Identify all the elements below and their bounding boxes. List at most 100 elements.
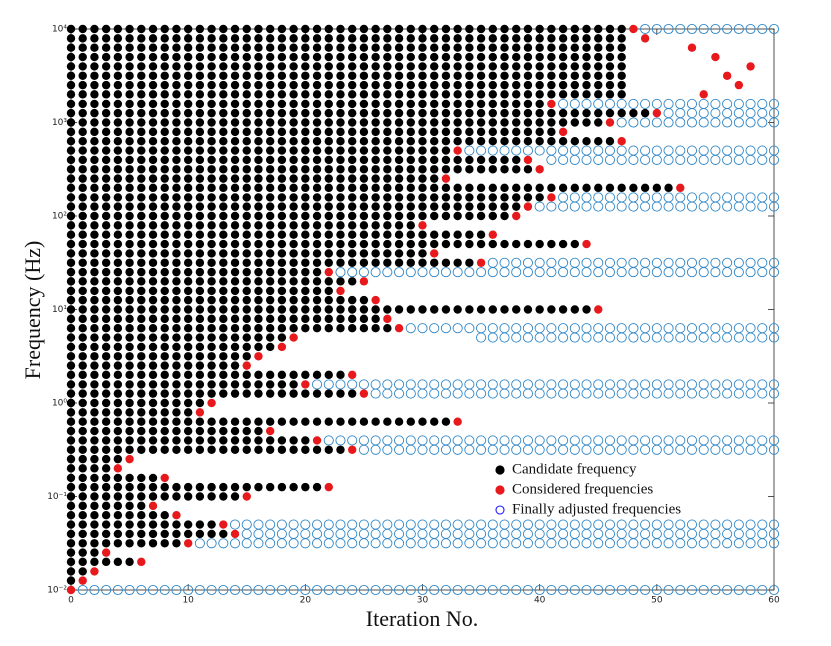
data-point — [172, 71, 181, 80]
data-point — [359, 193, 369, 202]
data-point — [301, 380, 310, 389]
data-point — [90, 464, 99, 473]
x-tick-label: 10 — [182, 596, 194, 606]
data-point — [336, 202, 345, 211]
data-point — [464, 145, 475, 156]
data-point — [500, 193, 509, 202]
data-point — [90, 277, 99, 286]
data-point — [394, 323, 404, 333]
data-point — [418, 230, 427, 239]
y-tick-label: 10⁻² — [47, 586, 67, 596]
legend-label: Considered frequencies — [512, 481, 653, 497]
data-point — [195, 221, 205, 230]
data-point — [101, 323, 111, 333]
data-point — [312, 267, 322, 277]
data-point — [663, 379, 674, 390]
data-point — [499, 145, 510, 156]
data-point — [265, 71, 275, 80]
data-point — [183, 211, 193, 221]
data-point — [558, 108, 568, 118]
data-point — [348, 249, 357, 258]
data-point — [183, 267, 193, 277]
data-point — [594, 118, 603, 127]
data-point — [254, 239, 263, 249]
data-point — [101, 482, 111, 492]
data-point — [254, 277, 263, 286]
data-point — [78, 202, 87, 211]
data-point — [383, 305, 392, 314]
data-point — [265, 118, 275, 127]
data-point — [277, 211, 287, 221]
data-point — [511, 323, 522, 334]
data-point — [383, 80, 392, 90]
data-point — [101, 426, 111, 436]
data-point — [101, 221, 111, 230]
y-tick-label: 10³ — [52, 118, 67, 128]
data-point — [628, 192, 639, 203]
data-point — [125, 24, 134, 34]
data-point — [476, 584, 487, 596]
data-point — [383, 323, 392, 333]
data-point — [90, 389, 99, 398]
data-point — [183, 174, 193, 183]
data-point — [430, 249, 439, 258]
data-point — [101, 118, 111, 127]
data-point — [183, 380, 193, 389]
data-point — [289, 417, 298, 426]
data-point — [605, 118, 615, 127]
data-point — [394, 127, 404, 137]
data-point — [499, 435, 510, 446]
data-point — [242, 305, 251, 314]
data-point — [183, 62, 193, 71]
data-point — [430, 174, 439, 183]
data-point — [336, 258, 345, 267]
data-point — [663, 192, 674, 203]
data-point — [547, 52, 556, 62]
data-point — [230, 99, 240, 109]
data-point — [733, 519, 744, 530]
data-point — [383, 43, 392, 52]
data-point — [242, 90, 251, 99]
data-point — [125, 305, 134, 314]
data-point — [66, 99, 76, 109]
data-point — [289, 445, 298, 454]
data-point — [406, 155, 415, 165]
data-point — [512, 108, 521, 118]
data-point — [78, 258, 87, 267]
data-point — [230, 80, 240, 90]
data-point — [336, 155, 345, 165]
data-point — [207, 221, 216, 230]
data-point — [230, 202, 240, 211]
data-point — [570, 43, 580, 52]
data-point — [101, 389, 111, 398]
data-point — [465, 52, 474, 62]
data-point — [137, 183, 146, 193]
data-point — [90, 34, 99, 43]
data-point — [499, 323, 510, 334]
data-point — [348, 165, 357, 174]
data-point — [160, 108, 169, 118]
data-point — [500, 118, 509, 127]
data-point — [336, 295, 345, 305]
data-point — [78, 333, 87, 342]
data-point — [558, 519, 569, 530]
data-point — [148, 361, 158, 370]
data-point — [289, 267, 298, 277]
data-point — [137, 146, 146, 155]
data-point — [745, 192, 756, 203]
data-point — [66, 454, 76, 464]
data-point — [406, 118, 415, 127]
data-point — [406, 193, 415, 202]
data-point — [207, 62, 216, 71]
data-point — [277, 314, 287, 324]
data-point — [183, 193, 193, 202]
data-point — [757, 145, 768, 156]
data-point — [207, 146, 216, 155]
data-point — [371, 193, 380, 202]
data-point — [289, 183, 298, 193]
data-point — [113, 136, 123, 146]
data-point — [183, 52, 193, 62]
data-point — [289, 165, 298, 174]
data-point — [241, 519, 252, 530]
data-point — [160, 361, 169, 370]
